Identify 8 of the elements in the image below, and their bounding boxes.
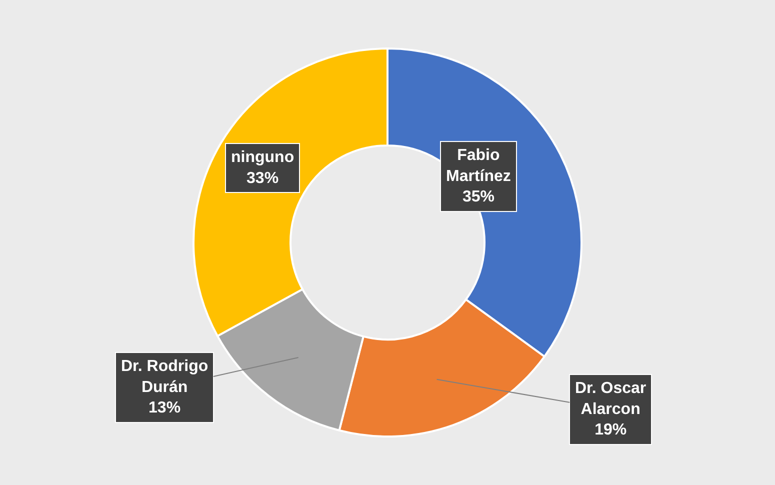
slice-label: Dr. Oscar Alarcon [575, 380, 646, 418]
slice-label: Dr. Rodrigo Durán [121, 358, 208, 396]
data-label: 13% [148, 400, 181, 417]
data-label: 19% [594, 422, 627, 439]
slice-label: ninguno [231, 149, 294, 166]
slice-label: Fabio Martínez [446, 147, 511, 185]
data-label: 35% [462, 188, 494, 206]
data-label: 33% [246, 170, 279, 187]
